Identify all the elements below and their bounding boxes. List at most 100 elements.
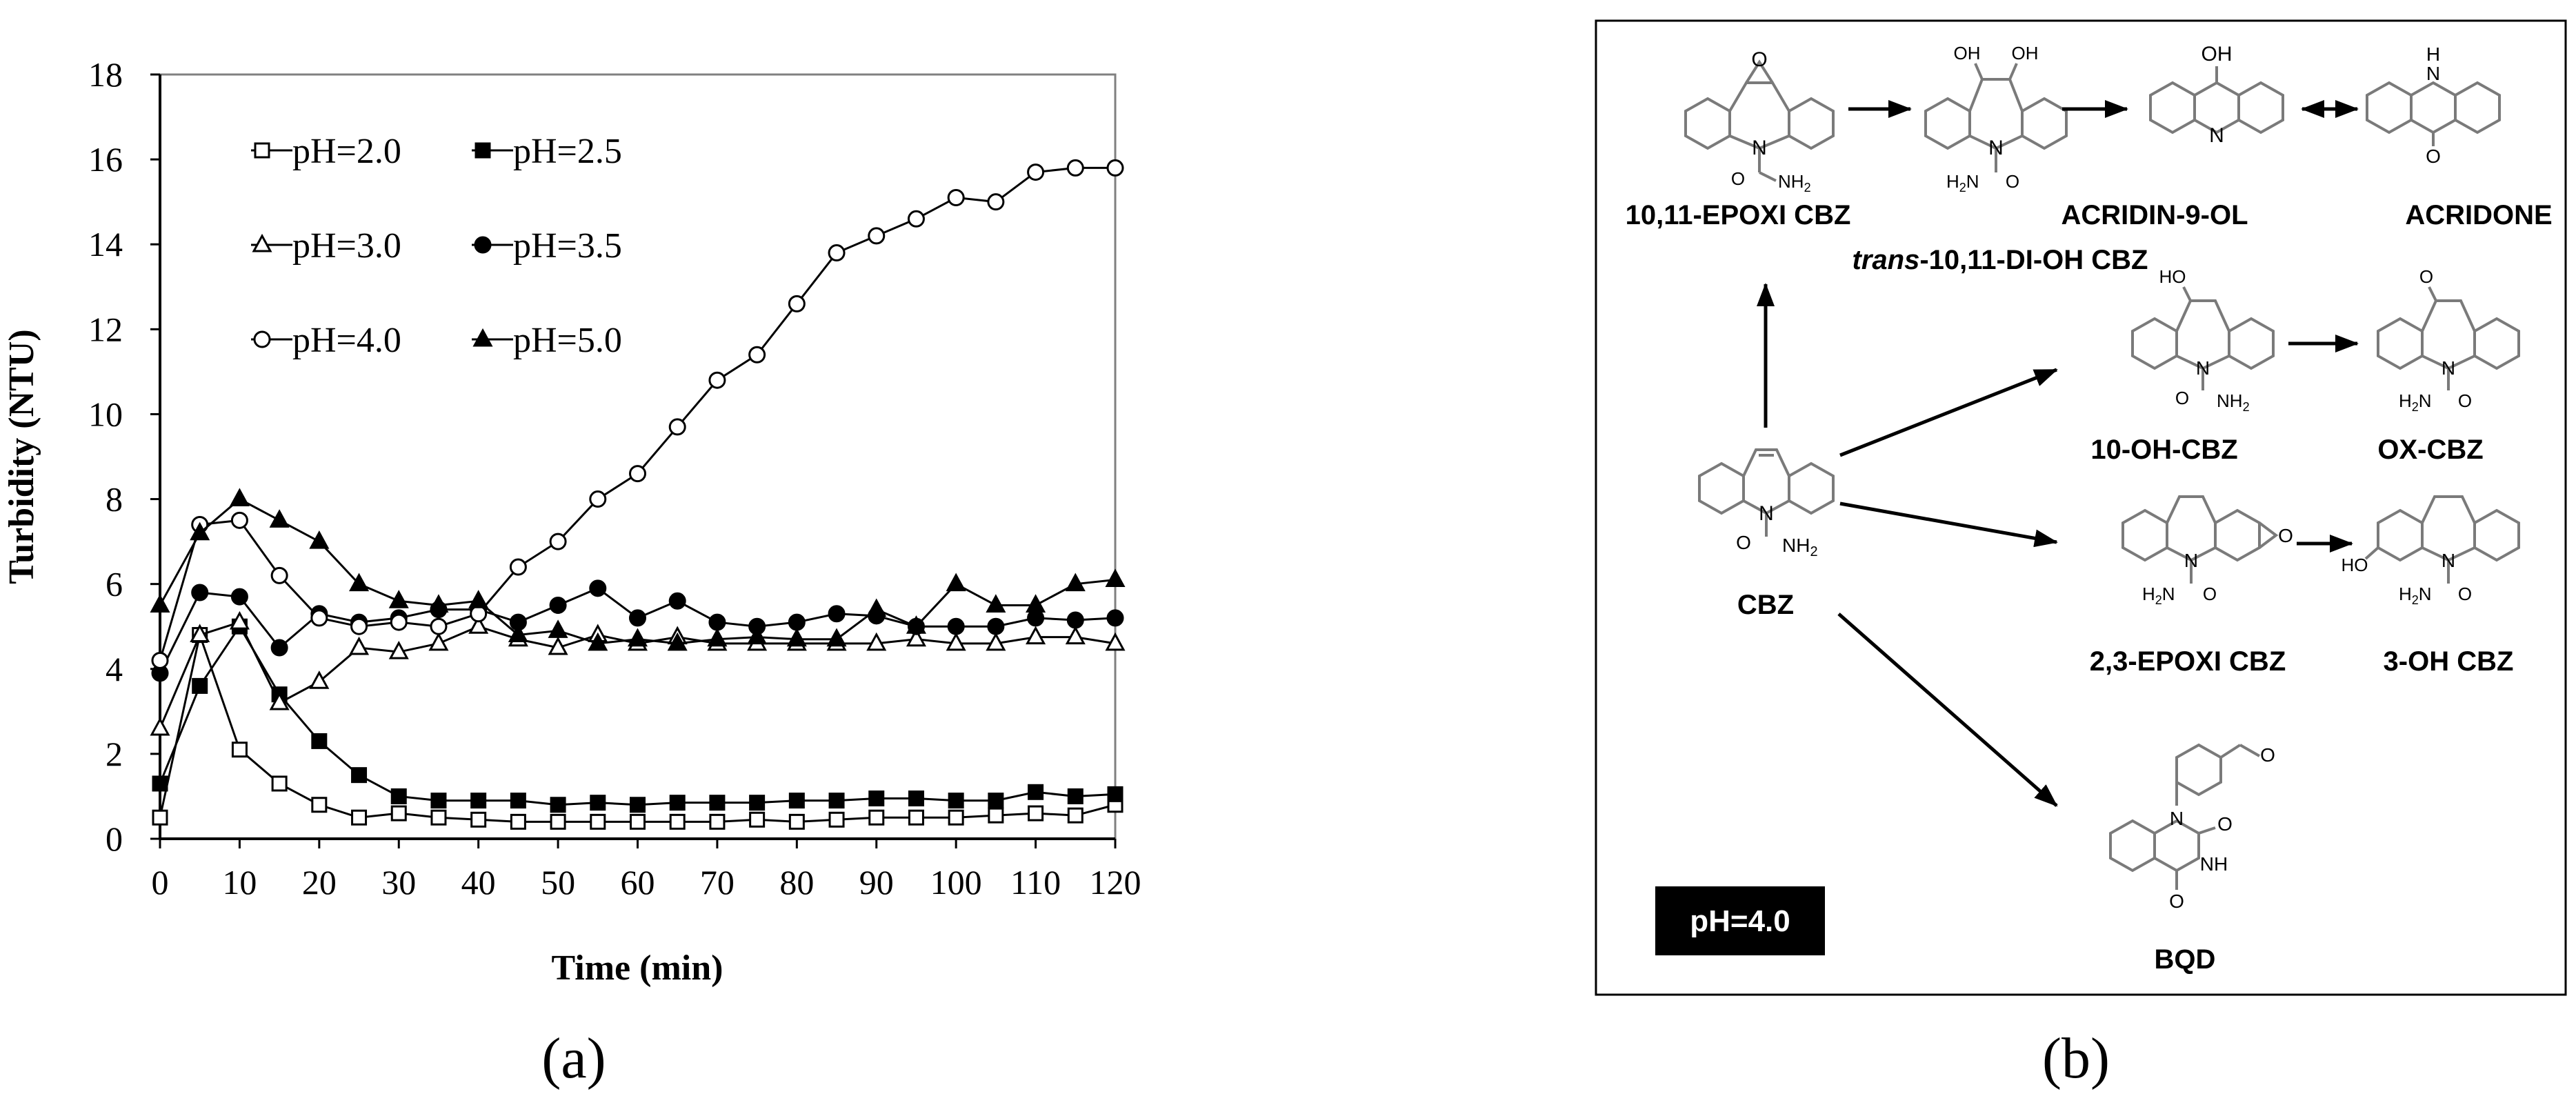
x-tick-label: 70: [700, 863, 735, 902]
data-point: [508, 624, 528, 643]
data-point: [550, 797, 566, 813]
series-pH=4.0: [151, 159, 1124, 669]
data-point: [708, 371, 726, 389]
legend-item: pH=3.0: [251, 226, 401, 266]
data-point: [430, 809, 447, 826]
atom-nh-acridone: H: [2426, 43, 2440, 65]
condition-badge: pH=4.0: [1655, 886, 1825, 955]
data-point: [630, 797, 646, 813]
x-tick-label: 100: [930, 863, 982, 902]
data-point: [907, 210, 925, 228]
data-point: [709, 813, 726, 830]
atom-n-2-3-epoxi: N: [2184, 550, 2198, 571]
data-point: [470, 811, 487, 828]
series-layer: [150, 159, 1126, 830]
data-point: [946, 632, 966, 651]
data-point: [987, 193, 1005, 211]
data-point: [309, 670, 330, 689]
data-point: [708, 613, 726, 631]
data-point: [230, 588, 248, 606]
data-point: [549, 596, 567, 614]
label-dioh-cbz: trans-10,11-DI-OH CBZ: [1853, 245, 2148, 275]
x-tick-label: 30: [381, 863, 416, 902]
data-point: [627, 628, 648, 647]
data-point: [629, 609, 646, 627]
y-axis-label: Turbidity (NTU): [2, 329, 41, 584]
label-10-oh-cbz: 10-OH-CBZ: [2090, 435, 2237, 465]
data-point: [590, 795, 606, 811]
atom-n-cbz: N: [1759, 502, 1774, 525]
atom-h2n-2-3-epoxi: H2N: [2142, 584, 2175, 607]
atom-o-epoxi: O: [1751, 48, 1767, 71]
y-tick-label: 12: [88, 310, 123, 348]
structure-dioh-cbz: [1924, 63, 2068, 172]
structure-10-oh-cbz: [2131, 286, 2275, 390]
atom-nh2-10-oh: NH2: [2217, 390, 2250, 414]
atom-nh-bqd: NH: [2200, 853, 2228, 875]
data-point: [388, 641, 409, 659]
data-point: [868, 790, 885, 807]
data-point: [788, 295, 806, 312]
atom-h2n-dioh: H2N: [1946, 171, 1979, 195]
data-point: [747, 626, 768, 645]
data-point: [150, 717, 170, 736]
data-point: [828, 244, 846, 262]
series-line: [159, 624, 1116, 806]
legend-marker: [254, 142, 270, 159]
y-tick-label: 14: [88, 225, 123, 263]
atom-o-cbz-amide: O: [1736, 532, 1751, 553]
data-point: [231, 742, 248, 758]
data-point: [270, 566, 288, 584]
data-point: [152, 809, 168, 826]
data-point: [269, 691, 290, 710]
x-axis-label: Time (min): [552, 948, 723, 988]
data-point: [311, 733, 328, 749]
data-point: [271, 775, 288, 792]
x-tick-label: 80: [779, 863, 814, 902]
structure-epoxi-cbz: [1684, 59, 1835, 182]
legend-item: pH=4.0: [251, 321, 401, 360]
legend-label: pH=3.5: [513, 226, 622, 266]
arrow-cbz-to-bqd: [1837, 613, 2058, 807]
atom-o-bqd-4: O: [2169, 891, 2184, 912]
atom-o-bqd-aldehyde: O: [2260, 744, 2275, 766]
data-point: [1067, 807, 1084, 824]
legend-item: pH=5.0: [472, 321, 622, 360]
data-point: [749, 811, 766, 828]
data-point: [388, 590, 409, 608]
data-point: [749, 795, 766, 811]
y-tick-label: 18: [88, 55, 123, 94]
legend: pH=2.0 pH=2.5 pH=3.0 pH=3.5 pH=4.0 pH=5.0: [251, 132, 622, 360]
data-point: [430, 793, 447, 809]
data-point: [826, 628, 847, 647]
y-tick-label: 6: [106, 565, 123, 604]
data-point: [470, 605, 488, 623]
arrow-cbz-to-10-oh: [1839, 368, 2058, 457]
data-point: [509, 558, 527, 576]
atom-h2n-ox: H2N: [2399, 390, 2432, 414]
data-point: [669, 795, 686, 811]
x-tick-label: 120: [1090, 863, 1141, 902]
data-point: [588, 632, 608, 651]
data-point: [948, 809, 964, 826]
diagram-frame: [1595, 19, 2567, 996]
legend-label: pH=4.0: [292, 321, 401, 360]
data-point: [349, 573, 370, 592]
data-point: [510, 793, 526, 809]
x-tick-label: 0: [152, 863, 169, 902]
data-point: [1107, 786, 1124, 802]
series-line: [159, 631, 1116, 823]
data-point: [390, 788, 407, 804]
data-point: [788, 793, 805, 809]
atom-o-epoxi-amide: O: [1731, 168, 1745, 189]
data-point: [350, 617, 368, 635]
data-point: [390, 613, 408, 631]
data-point: [1066, 611, 1084, 629]
data-point: [668, 418, 686, 436]
atom-o-bqd-2: O: [2217, 813, 2233, 835]
data-point: [548, 636, 568, 655]
data-point: [906, 615, 926, 634]
atom-oh-dioh-1: OH: [1954, 43, 1981, 63]
data-point: [788, 813, 805, 830]
